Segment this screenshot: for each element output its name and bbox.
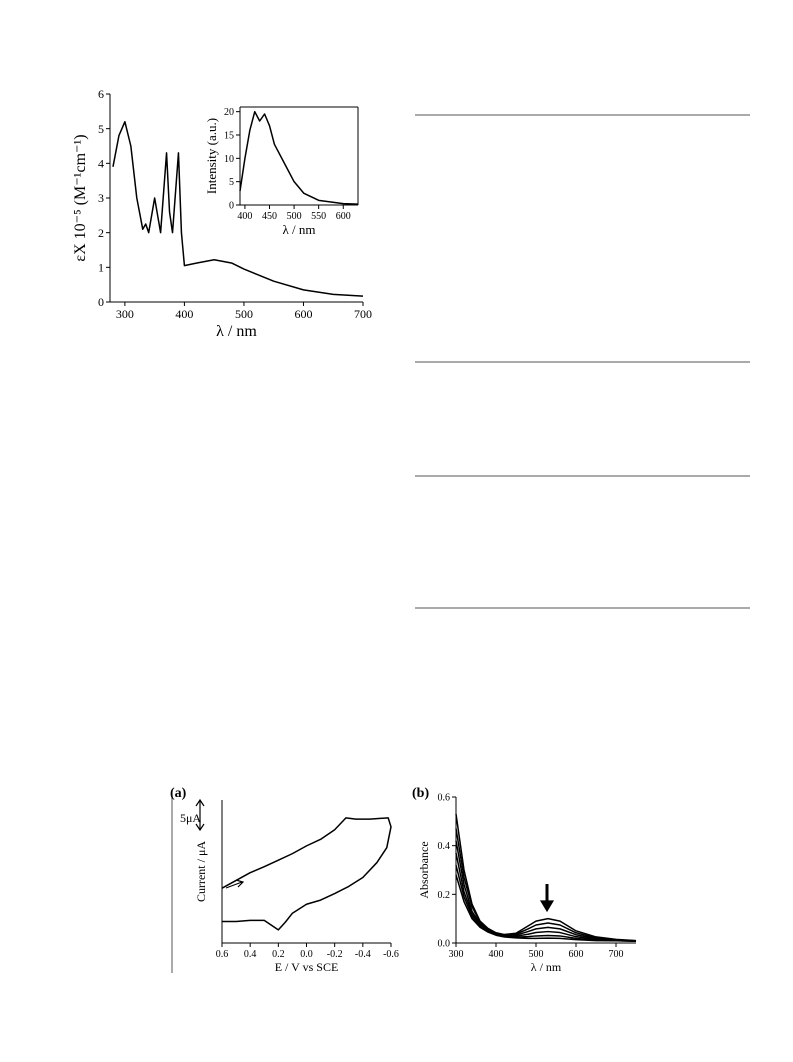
x-tick-label: 700 bbox=[609, 949, 624, 960]
y-axis-label: Intensity (a.u.) bbox=[204, 118, 219, 194]
x-tick-label: 600 bbox=[569, 949, 584, 960]
data-line bbox=[455, 864, 637, 943]
y-tick-label: 20 bbox=[224, 107, 234, 118]
x-axis-label: λ / nm bbox=[282, 222, 315, 237]
y-axis-label: Current / μA bbox=[194, 841, 208, 902]
x-tick-label: 0.4 bbox=[244, 949, 257, 960]
x-tick-label: 0.2 bbox=[272, 949, 285, 960]
x-tick-label: -0.4 bbox=[355, 949, 371, 960]
x-tick-label: 500 bbox=[287, 211, 302, 222]
x-axis-label: λ / nm bbox=[216, 323, 257, 340]
data-line bbox=[239, 110, 359, 205]
data-line bbox=[112, 120, 364, 297]
annotation: 5μA bbox=[180, 811, 201, 825]
y-tick-label: 2 bbox=[98, 226, 104, 240]
panel-label: (b) bbox=[412, 786, 429, 801]
y-tick-label: 15 bbox=[224, 131, 234, 142]
y-tick-label: 0.0 bbox=[438, 939, 451, 950]
data-line bbox=[221, 817, 392, 931]
x-tick-label: -0.2 bbox=[327, 949, 343, 960]
x-axis-label: E / V vs SCE bbox=[275, 960, 339, 974]
x-tick-label: 550 bbox=[311, 211, 326, 222]
decrease-arrow-head bbox=[539, 900, 555, 913]
x-axis-label: λ / nm bbox=[531, 960, 562, 974]
y-tick-label: 6 bbox=[98, 87, 104, 101]
x-tick-label: 600 bbox=[294, 307, 312, 321]
x-tick-label: 700 bbox=[354, 307, 372, 321]
arrows bbox=[195, 798, 555, 913]
y-axis-label: εX 10⁻⁵ (M⁻¹cm⁻¹) bbox=[72, 134, 89, 261]
table-rules bbox=[171, 114, 750, 973]
data-line bbox=[455, 828, 637, 942]
y-tick-label: 1 bbox=[98, 261, 104, 275]
data-line bbox=[455, 874, 637, 943]
y-tick-label: 10 bbox=[224, 154, 234, 165]
data-line bbox=[455, 813, 637, 942]
x-tick-label: 300 bbox=[116, 307, 134, 321]
data-line bbox=[455, 840, 637, 942]
y-tick-label: 4 bbox=[98, 157, 104, 171]
scan-arrow bbox=[225, 879, 245, 889]
x-tick-label: 0.0 bbox=[300, 949, 313, 960]
x-tick-label: 400 bbox=[175, 307, 193, 321]
panel-label: (a) bbox=[170, 786, 187, 801]
x-tick-label: 400 bbox=[489, 949, 504, 960]
x-tick-label: 600 bbox=[336, 211, 351, 222]
y-tick-label: 0.6 bbox=[438, 793, 451, 804]
y-tick-label: 0 bbox=[98, 295, 104, 309]
x-tick-label: 0.6 bbox=[216, 949, 229, 960]
x-tick-label: 450 bbox=[262, 211, 277, 222]
y-tick-label: 0.4 bbox=[438, 841, 451, 852]
x-tick-label: 300 bbox=[449, 949, 464, 960]
x-tick-label: 500 bbox=[235, 307, 253, 321]
y-tick-label: 5 bbox=[229, 177, 234, 188]
y-axis-label: Absorbance bbox=[417, 841, 431, 898]
x-tick-label: 400 bbox=[237, 211, 252, 222]
x-tick-label: 500 bbox=[529, 949, 544, 960]
y-tick-label: 0 bbox=[229, 201, 234, 212]
scale-arrow-heads bbox=[195, 798, 205, 832]
data-line bbox=[455, 852, 637, 942]
y-tick-label: 5 bbox=[98, 122, 104, 136]
x-tick-label: -0.6 bbox=[383, 949, 399, 960]
y-tick-label: 0.2 bbox=[438, 890, 451, 901]
y-tick-label: 3 bbox=[98, 191, 104, 205]
